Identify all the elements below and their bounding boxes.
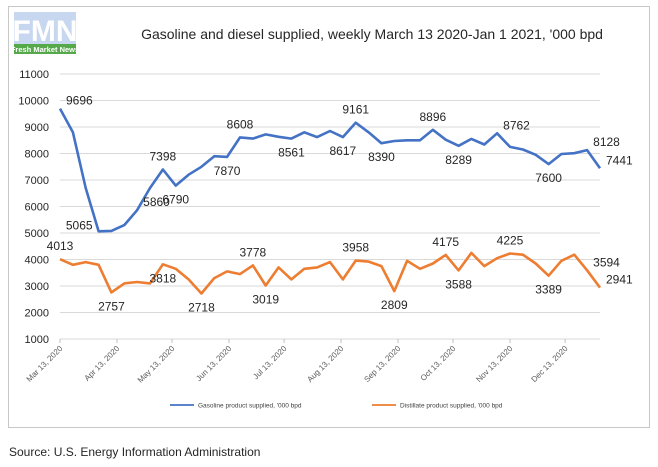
y-tick-label: 3000	[25, 281, 49, 293]
legend-entry: Gasoline product supplied, '000 bpd	[198, 403, 302, 410]
data-label: 3958	[342, 241, 369, 255]
y-axis: 1000 2000 3000 4000 5000 6000 7000 8000 9000 1000…	[18, 69, 49, 346]
data-label: 7600	[535, 171, 562, 185]
data-label: 9696	[66, 94, 93, 108]
y-tick-label: 11000	[19, 69, 49, 81]
series-lines	[58, 107, 602, 295]
data-label: 3594	[593, 255, 620, 269]
y-tick-label: 5000	[25, 228, 49, 240]
data-label: 4225	[497, 234, 524, 248]
x-tick-label: Dec 13, 2020	[530, 344, 570, 384]
y-tick-label: 2000	[25, 308, 49, 320]
logo-letters: FMN	[13, 15, 78, 48]
x-tick-label: Jul 13, 2020	[251, 344, 289, 382]
data-label: 2718	[188, 300, 215, 314]
x-tick-label: Aug 13, 2020	[305, 344, 345, 384]
y-tick-label: 6000	[25, 202, 49, 214]
data-label: 7441	[606, 153, 633, 167]
gridlines	[60, 73, 600, 340]
x-tick-label: May 13, 2020	[136, 344, 177, 385]
data-label: 2809	[381, 298, 408, 312]
data-label: 3588	[445, 277, 472, 291]
line-chart: Gasoline and diesel supplied, weekly Mar…	[18, 26, 633, 410]
data-label: 6790	[162, 193, 189, 207]
data-label: 2757	[98, 299, 125, 313]
y-tick-label: 9000	[25, 122, 49, 134]
gasoline-series-line	[58, 107, 602, 233]
distillate-series-line	[59, 251, 602, 295]
y-tick-label: 1000	[25, 334, 49, 346]
data-label: 9161	[342, 103, 369, 117]
data-label: 8617	[330, 144, 357, 158]
logo-text: Fresh Market News	[12, 45, 78, 54]
x-tick-label: Oct 13, 2020	[419, 344, 458, 383]
chart-frame	[8, 6, 650, 428]
data-labels: 9696 5065 5860 7398 6790 7870 8608 8561 8617 9161…	[47, 94, 633, 315]
data-label: 8762	[503, 118, 530, 132]
data-label: 8561	[278, 146, 305, 160]
data-label: 4013	[47, 239, 74, 253]
x-tick-label: Jun 13, 2020	[194, 344, 233, 383]
data-label: 8390	[368, 150, 395, 164]
data-label: 7398	[150, 149, 177, 163]
source-note: Source: U.S. Energy Information Administ…	[9, 445, 261, 459]
fresh-market-news-logo: FMN Fresh Market News	[12, 12, 78, 54]
x-tick-label: Apr 13, 2020	[83, 344, 122, 383]
y-tick-label: 4000	[25, 255, 49, 267]
data-label: 5065	[66, 218, 93, 232]
x-axis: Mar 13, 2020 Apr 13, 2020 May 13, 2020 Jun …	[25, 339, 570, 385]
data-label: 2941	[606, 273, 633, 287]
y-tick-label: 7000	[25, 175, 49, 187]
data-label: 8289	[445, 153, 472, 167]
x-tick-label: Nov 13, 2020	[474, 344, 514, 384]
legend-entry: Distillate product supplied, '000 bpd	[400, 403, 503, 410]
data-label: 8608	[227, 117, 254, 131]
data-label: 7870	[214, 164, 241, 178]
data-label: 5860	[143, 195, 170, 209]
data-label: 3818	[150, 271, 177, 285]
data-label: 3389	[535, 283, 562, 297]
data-label: 4175	[432, 235, 459, 249]
y-tick-label: 8000	[25, 149, 49, 161]
chart-title: Gasoline and diesel supplied, weekly Mar…	[141, 26, 603, 42]
x-tick-label: Mar 13, 2020	[25, 344, 65, 384]
data-label: 8896	[420, 110, 447, 124]
data-label: 3019	[252, 292, 279, 306]
x-tick-label: Sep 13, 2020	[362, 344, 402, 384]
legend: Gasoline product supplied, '000 bpd Disti…	[170, 403, 503, 410]
y-tick-label: 10000	[18, 96, 49, 108]
data-label: 8128	[593, 135, 620, 149]
data-label: 3778	[240, 245, 267, 259]
